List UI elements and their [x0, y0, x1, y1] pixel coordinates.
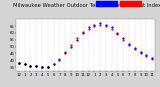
Text: Milwaukee Weather Outdoor Temperature vs Heat Index (24 Hours): Milwaukee Weather Outdoor Temperature vs… [13, 3, 160, 8]
